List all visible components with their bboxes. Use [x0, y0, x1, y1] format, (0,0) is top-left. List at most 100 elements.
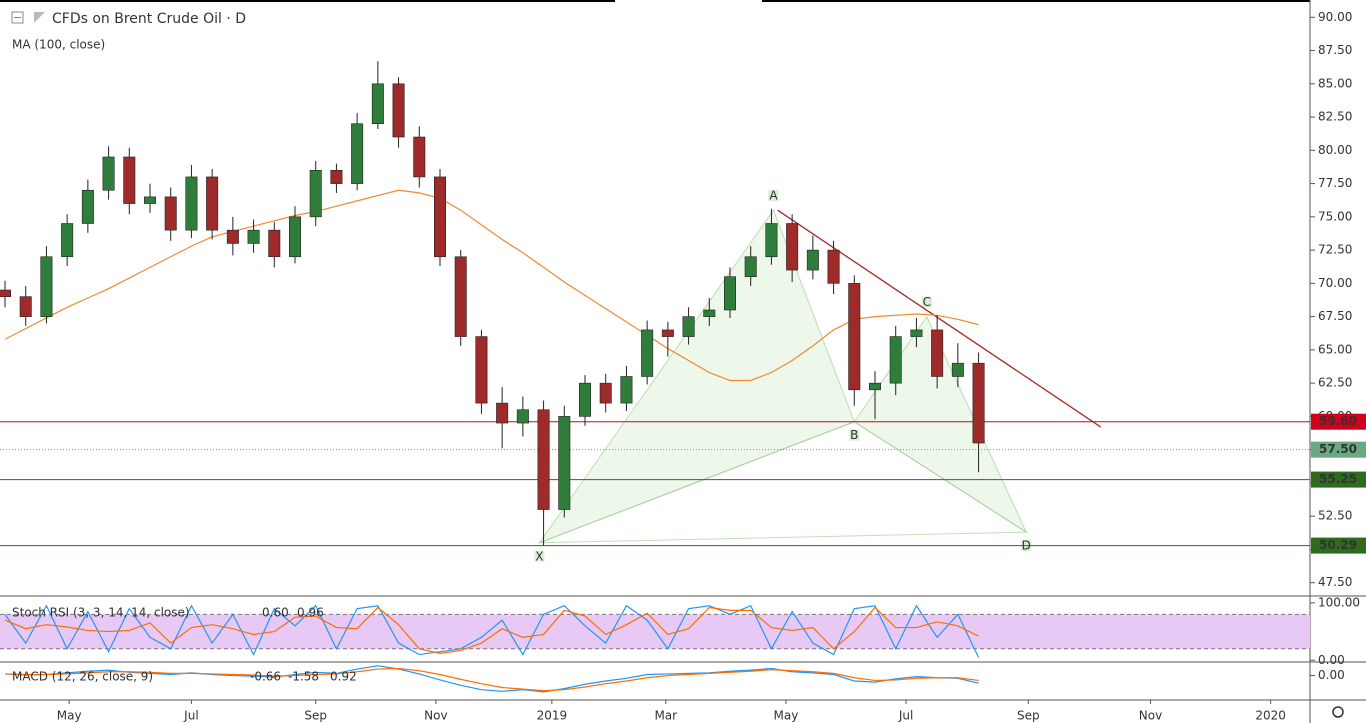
candle-body — [454, 256, 467, 337]
y-tick-label: 47.50 — [1318, 575, 1352, 589]
x-tick-label: Sep — [304, 709, 327, 723]
candle-body — [848, 283, 861, 391]
x-tick-label: Nov — [1139, 709, 1162, 723]
candle-body — [910, 329, 923, 337]
pattern-point-label: C — [923, 295, 931, 309]
candle-body — [579, 382, 591, 417]
x-tick-label: 2020 — [1255, 709, 1286, 723]
candle-body — [247, 229, 260, 244]
chart-title: CFDs on Brent Crude Oil · D — [52, 11, 246, 27]
candle-body — [61, 223, 74, 258]
level-label: 59.60 — [1319, 414, 1357, 428]
x-tick-label: 2019 — [537, 709, 568, 723]
pattern-point-label: X — [535, 549, 543, 563]
level-label-box — [1311, 537, 1366, 554]
y-tick-label: 85.00 — [1318, 76, 1352, 90]
y-tick-label: 65.00 — [1318, 342, 1352, 356]
candle-body — [144, 196, 156, 204]
x-tick-label: May — [57, 709, 82, 723]
x-tick-label: Jul — [183, 709, 198, 723]
pattern-point-label: B — [850, 428, 858, 442]
y-tick-label: 80.00 — [1318, 143, 1352, 157]
stoch-d-line — [4, 606, 979, 655]
stoch-legend: Stoch RSI (3, 3, 14, 14, close) — [12, 606, 190, 620]
candle-body — [869, 382, 881, 391]
stoch-readout: 0.60 — [262, 606, 289, 620]
pattern-point-box — [921, 296, 932, 308]
candle-body — [827, 249, 840, 284]
candle-body — [371, 83, 384, 125]
y-tick-label: 72.50 — [1318, 243, 1352, 257]
macd-signal-line — [4, 667, 979, 692]
level-label-box — [1311, 471, 1366, 488]
candle-body — [309, 169, 322, 218]
y-tick-label: 75.00 — [1318, 209, 1352, 223]
candle-body — [185, 176, 198, 231]
y-tick-label: 90.00 — [1318, 10, 1352, 24]
candle-body — [351, 123, 364, 184]
macd-line — [4, 665, 979, 693]
candle-body — [682, 316, 695, 337]
settings-button[interactable] — [1332, 706, 1344, 718]
x-tick-label: May — [774, 709, 799, 723]
pattern-point-label: A — [769, 189, 778, 203]
x-tick-label: Sep — [1017, 709, 1040, 723]
stoch-readout: 0.96 — [297, 606, 324, 620]
trendline — [777, 209, 1102, 428]
candle-body — [724, 276, 736, 311]
candle-body — [268, 229, 281, 258]
x-tick-label: Nov — [424, 709, 447, 723]
candle-body — [206, 176, 219, 231]
y-tick-label: 77.50 — [1318, 176, 1352, 190]
level-label: 57.50 — [1319, 442, 1357, 456]
candle-body — [123, 156, 136, 204]
level-label: 55.25 — [1319, 472, 1357, 486]
stoch-k-line — [4, 604, 980, 658]
candle-body — [392, 83, 405, 138]
macd-readout: 0.92 — [330, 670, 357, 684]
pattern-point-box — [768, 190, 779, 202]
pattern-point-box — [534, 550, 545, 562]
candle-body — [516, 409, 529, 424]
y-tick-label: 67.50 — [1318, 309, 1352, 323]
candle-body — [537, 409, 550, 510]
candle-body — [19, 296, 32, 317]
candle-body — [558, 416, 571, 510]
candle-body — [889, 336, 902, 384]
candle-body — [599, 382, 612, 404]
symbol-icon — [34, 12, 45, 23]
macd-tick-label: 0.00 — [1318, 668, 1345, 682]
candle-body — [620, 376, 633, 404]
candle-body — [102, 156, 115, 191]
pattern-point-box — [849, 429, 860, 441]
y-tick-label: 62.50 — [1318, 376, 1352, 390]
candle-body — [951, 362, 964, 377]
candle-body — [931, 329, 944, 377]
candle-body — [413, 136, 426, 178]
candle-body — [330, 169, 343, 184]
candle-body — [661, 329, 674, 337]
candle-body — [81, 189, 94, 224]
y-tick-label: 52.50 — [1318, 509, 1352, 523]
candle-body — [765, 223, 778, 258]
pattern-line — [539, 421, 1028, 544]
y-tick-label: 87.50 — [1318, 43, 1352, 57]
level-label-box — [1311, 441, 1366, 458]
candle-body — [475, 336, 488, 404]
candle-body — [641, 329, 654, 377]
candle-body — [0, 289, 11, 297]
level-label-box — [1311, 413, 1366, 430]
macd-legend: MACD (12, 26, close, 9) — [12, 670, 153, 684]
candle-body — [164, 196, 177, 231]
candle-body — [972, 362, 985, 444]
level-label: 50.29 — [1319, 538, 1357, 552]
y-tick-label: 70.00 — [1318, 276, 1352, 290]
macd-readout: -0.66 — [250, 670, 281, 684]
collapse-button[interactable] — [11, 11, 24, 24]
ma-line — [4, 189, 979, 382]
candle-body — [496, 402, 509, 424]
macd-readout: -1.58 — [288, 670, 319, 684]
y-tick-label: 82.50 — [1318, 110, 1352, 124]
